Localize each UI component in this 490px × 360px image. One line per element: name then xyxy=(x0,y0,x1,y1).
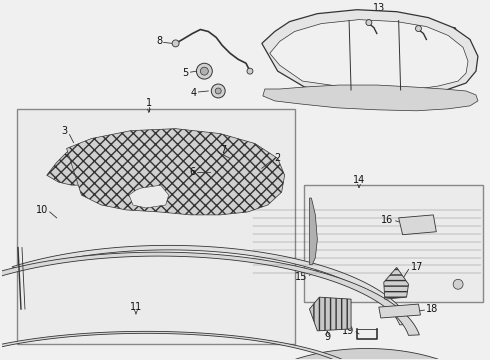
Text: 6: 6 xyxy=(189,167,196,177)
Circle shape xyxy=(416,26,421,32)
Text: 18: 18 xyxy=(426,304,439,314)
Text: 13: 13 xyxy=(373,3,385,13)
Polygon shape xyxy=(263,85,478,111)
Polygon shape xyxy=(12,246,412,325)
Polygon shape xyxy=(0,331,370,360)
Text: 10: 10 xyxy=(35,205,48,215)
Circle shape xyxy=(172,40,179,47)
Polygon shape xyxy=(47,139,131,185)
Text: 4: 4 xyxy=(190,88,196,98)
Text: 11: 11 xyxy=(130,302,142,312)
Polygon shape xyxy=(129,185,169,208)
Text: 19: 19 xyxy=(342,326,354,336)
Polygon shape xyxy=(399,215,436,235)
Text: 15: 15 xyxy=(295,272,307,282)
Text: 2: 2 xyxy=(274,153,281,163)
Text: 17: 17 xyxy=(411,262,423,273)
Circle shape xyxy=(211,84,225,98)
Polygon shape xyxy=(384,267,409,299)
Text: 12: 12 xyxy=(446,27,459,36)
Circle shape xyxy=(196,63,212,79)
Circle shape xyxy=(453,279,463,289)
Polygon shape xyxy=(254,348,490,360)
Text: 16: 16 xyxy=(381,215,393,225)
Text: 9: 9 xyxy=(324,332,330,342)
Polygon shape xyxy=(309,198,318,265)
Polygon shape xyxy=(270,19,468,90)
Circle shape xyxy=(247,68,253,74)
Text: 14: 14 xyxy=(353,175,365,185)
Circle shape xyxy=(200,67,208,75)
Text: 5: 5 xyxy=(182,68,189,78)
Polygon shape xyxy=(0,252,419,336)
Polygon shape xyxy=(379,304,420,318)
Bar xyxy=(304,185,483,302)
Polygon shape xyxy=(67,129,285,215)
Bar xyxy=(17,109,294,344)
Text: 1: 1 xyxy=(146,98,152,108)
Polygon shape xyxy=(309,297,351,331)
Text: 3: 3 xyxy=(62,126,68,136)
Text: 7: 7 xyxy=(220,145,226,156)
Polygon shape xyxy=(262,10,478,96)
Text: 8: 8 xyxy=(157,36,163,46)
Circle shape xyxy=(215,88,221,94)
Circle shape xyxy=(366,19,372,26)
